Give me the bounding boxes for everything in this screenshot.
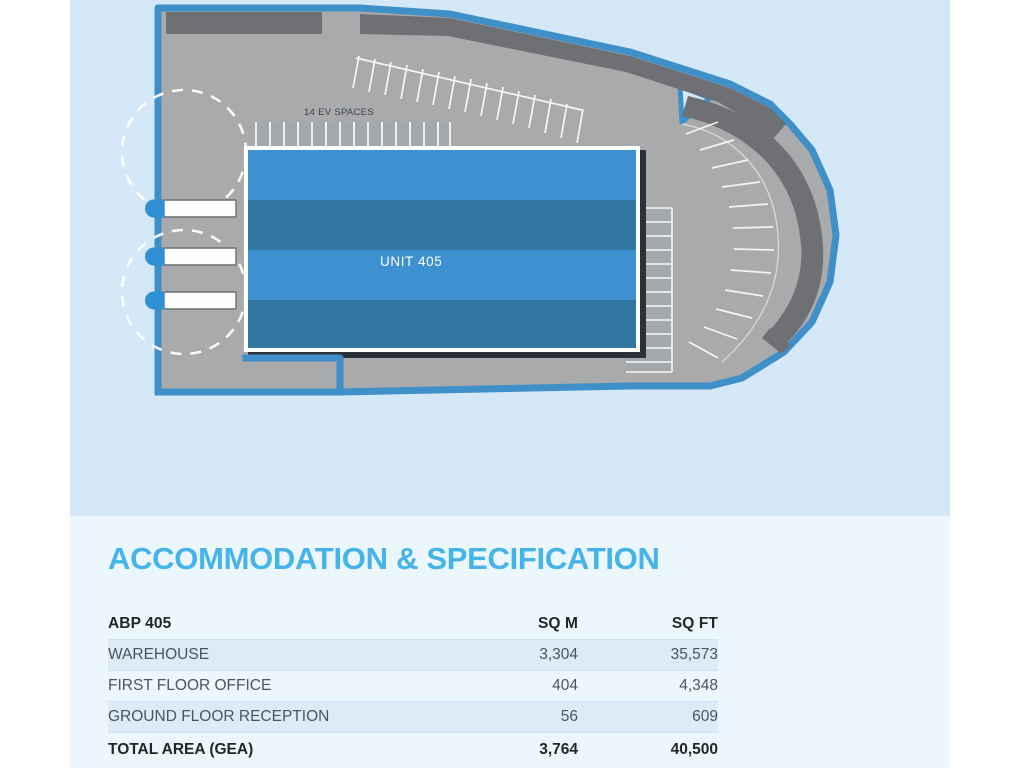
roadway-east-arc-foot (762, 328, 792, 356)
row-sqft: 4,348 (578, 670, 718, 702)
site-boundary-line (154, 4, 840, 396)
truck-cab (145, 247, 165, 266)
table-row: FIRST FLOOR OFFICE 404 4,348 (108, 670, 718, 702)
table-row: WAREHOUSE 3,304 35,573 (108, 639, 718, 671)
column-header-sqft: SQ FT (578, 609, 718, 640)
radial-parking-east-group (681, 121, 780, 363)
row-sqft: 609 (578, 701, 718, 733)
total-sqm: 3,764 (539, 741, 578, 758)
yard-boundary-group (154, 354, 344, 396)
row-name: FIRST FLOOR OFFICE (108, 670, 438, 702)
loading-truck-1 (145, 199, 237, 218)
roadway-north-strip-curve (360, 14, 786, 140)
loading-truck-3 (145, 291, 237, 310)
table-footer: TOTAL AREA (GEA) 3,764 40,500 (108, 733, 718, 766)
table-header-row: ABP 405 SQ M SQ FT (108, 609, 718, 640)
truck-cab (145, 291, 165, 310)
ev-bay-block (256, 122, 450, 148)
roadway-east-arc (682, 96, 824, 344)
building-band-2 (247, 200, 637, 250)
siteplan-panel: 14 EV SPACES (70, 0, 950, 516)
perimeter-roadway-group (166, 12, 824, 356)
truck-trailer (163, 199, 237, 218)
row-sqft: 35,573 (578, 639, 718, 671)
unit-label: UNIT 405 (380, 254, 442, 269)
row-sqm: 404 (438, 670, 578, 702)
total-sqft: 40,500 (670, 741, 718, 758)
truck-trailer (163, 247, 237, 266)
siteplan-drawing: 14 EV SPACES (120, 4, 840, 396)
row-sqm: 3,304 (438, 639, 578, 671)
truck-cab (145, 199, 165, 218)
building-edge (246, 148, 638, 350)
spec-panel: ACCOMMODATION & SPECIFICATION ABP 405 SQ… (70, 516, 950, 768)
table-row: GROUND FLOOR RECEPTION 56 609 (108, 701, 718, 733)
angled-parking-north-group (352, 55, 584, 144)
accommodation-table: ABP 405 SQ M SQ FT WAREHOUSE 3,304 35,57… (108, 609, 718, 765)
row-name: GROUND FLOOR RECEPTION (108, 701, 438, 733)
column-header-unit: ABP 405 (108, 609, 438, 640)
yard-southwest-edge (154, 354, 344, 396)
row-sqm: 56 (438, 701, 578, 733)
table-body: WAREHOUSE 3,304 35,573 FIRST FLOOR OFFIC… (108, 639, 718, 733)
table-header: ABP 405 SQ M SQ FT (108, 609, 718, 640)
unit-building-group: UNIT 405 (244, 146, 646, 358)
total-label: TOTAL AREA (GEA) (108, 741, 254, 758)
loading-truck-2 (145, 247, 237, 266)
table-total-row: TOTAL AREA (GEA) 3,764 40,500 (108, 733, 718, 766)
truck-trailer (163, 291, 237, 310)
roadway-north-strip-west (166, 12, 322, 34)
ev-spaces-label: 14 EV SPACES (304, 107, 374, 118)
column-header-sqm: SQ M (438, 609, 578, 640)
page-title: ACCOMMODATION & SPECIFICATION (108, 541, 660, 576)
row-name: WAREHOUSE (108, 639, 438, 671)
loading-trucks-group (145, 199, 237, 310)
building-band-4 (247, 300, 637, 349)
ev-spaces-group: 14 EV SPACES (255, 107, 451, 149)
